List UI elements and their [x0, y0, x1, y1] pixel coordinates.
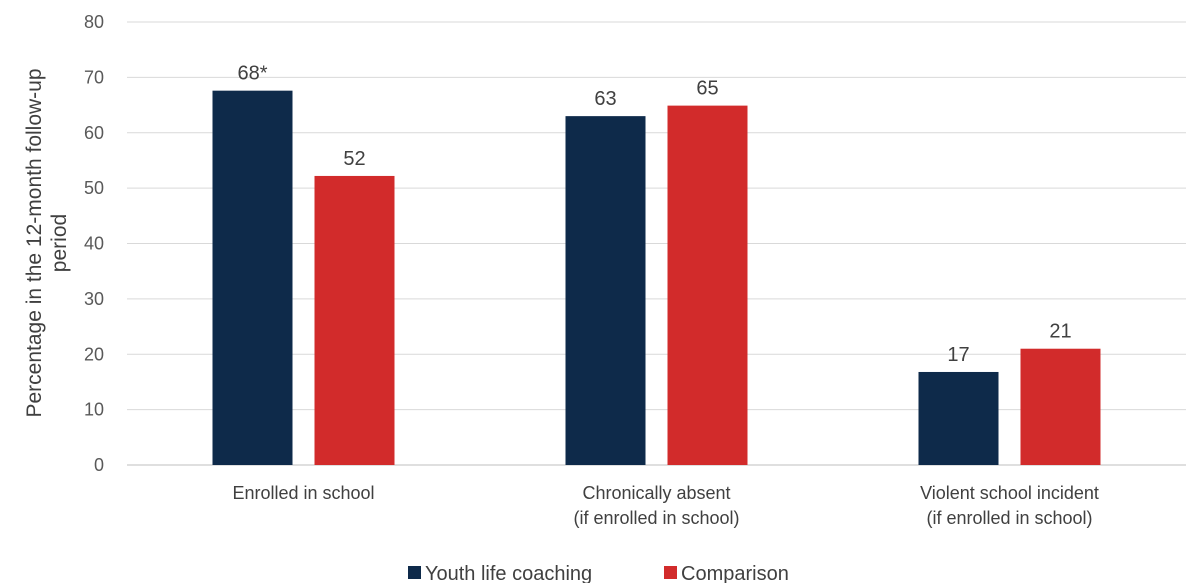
data-label: 52	[343, 148, 365, 170]
data-labels: 68* 52 63 65 17 21	[237, 63, 1071, 366]
y-tick-label: 40	[84, 234, 104, 254]
legend-swatch	[408, 566, 421, 579]
gridlines	[127, 21, 1186, 411]
y-axis-title-line: Percentage in the 12-month follow-up	[23, 68, 46, 417]
data-label: 17	[947, 344, 969, 366]
y-tick-label: 20	[84, 344, 104, 364]
y-tick-label: 60	[84, 123, 104, 143]
legend-label: Youth life coaching	[425, 563, 592, 583]
legend: Youth life coaching Comparison	[408, 563, 789, 583]
category-label: (if enrolled in school)	[573, 508, 739, 528]
category-labels: Enrolled in school Chronically absent (if …	[232, 483, 1098, 528]
y-axis-title-line: period	[48, 214, 71, 272]
y-tick-label: 0	[94, 455, 104, 475]
y-tick-label: 70	[84, 67, 104, 87]
bar-comparison	[1020, 348, 1101, 465]
y-tick-label: 10	[84, 400, 104, 420]
y-tick-label: 80	[84, 12, 104, 32]
category-label: Chronically absent	[582, 483, 730, 503]
data-label: 63	[594, 88, 616, 110]
bar-youth-life-coaching	[918, 371, 999, 465]
bar-comparison	[314, 175, 395, 465]
category-label: Enrolled in school	[232, 483, 374, 503]
data-label: 68*	[237, 63, 267, 85]
bars	[212, 90, 1101, 466]
y-axis-title: Percentage in the 12-month follow-upperi…	[23, 68, 71, 417]
bar-youth-life-coaching	[565, 116, 646, 465]
bar-youth-life-coaching	[212, 90, 293, 465]
y-tick-label: 50	[84, 178, 104, 198]
data-label: 65	[696, 78, 718, 100]
legend-label: Comparison	[681, 563, 789, 583]
bar-comparison	[667, 105, 748, 466]
y-axis-ticks: 0 10 20 30 40 50 60 70 80	[84, 12, 104, 475]
data-label: 21	[1049, 321, 1071, 343]
category-label: Violent school incident	[920, 483, 1099, 503]
y-tick-label: 30	[84, 289, 104, 309]
category-label: (if enrolled in school)	[926, 508, 1092, 528]
legend-swatch	[664, 566, 677, 579]
